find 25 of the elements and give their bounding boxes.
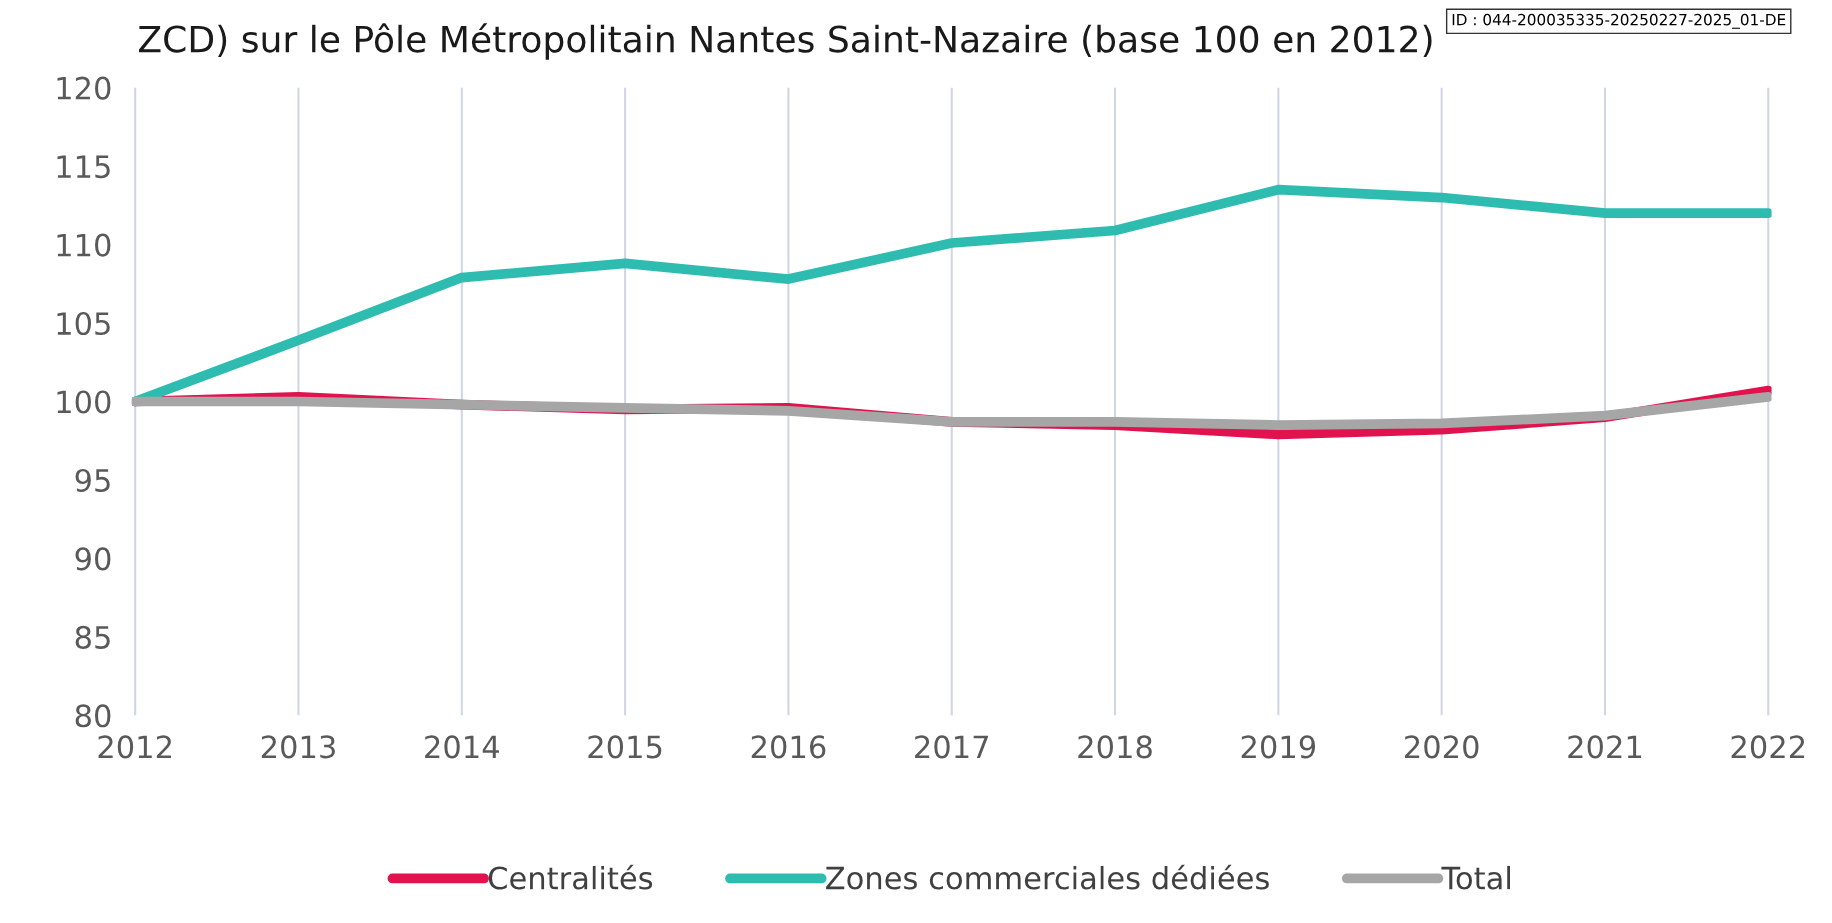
y-tick-label: 85 <box>75 625 110 649</box>
x-tick-label: 2018 <box>1078 735 1152 759</box>
x-tick-label: 2016 <box>751 735 826 759</box>
x-tick-label: 2012 <box>98 735 171 759</box>
y-tick-label: 100 <box>57 390 111 414</box>
x-tick-label: 2013 <box>261 735 335 759</box>
x-tick-label: 2015 <box>588 735 662 759</box>
y-tick-label: 90 <box>75 547 111 571</box>
chart-title: ZCD) sur le Pôle Métropolitain Nantes Saint-Nazaire (base 100 en 2012) <box>139 23 1432 60</box>
legend-label: Total <box>1441 865 1510 890</box>
y-tick-label: 95 <box>75 468 110 492</box>
legend-label: Zones commerciales dédiées <box>826 864 1269 890</box>
text: ID : 044-200035335-20250227-2025_01-DE <box>1452 13 1786 29</box>
y-tick-label: 110 <box>57 233 111 257</box>
x-tick-label: 2014 <box>425 735 499 759</box>
y-tick-label: 115 <box>57 155 110 179</box>
x-tick-label: 2021 <box>1568 735 1642 759</box>
legend-label: Centralités <box>488 864 653 890</box>
x-tick-label: 2022 <box>1731 735 1805 759</box>
y-tick-label: 105 <box>57 311 110 336</box>
y-tick-label: 120 <box>57 76 111 100</box>
x-tick-label: 2019 <box>1241 735 1316 759</box>
x-tick-label: 2020 <box>1405 735 1479 759</box>
x-tick-label: 2017 <box>915 735 988 759</box>
y-tick-label: 80 <box>75 704 111 728</box>
